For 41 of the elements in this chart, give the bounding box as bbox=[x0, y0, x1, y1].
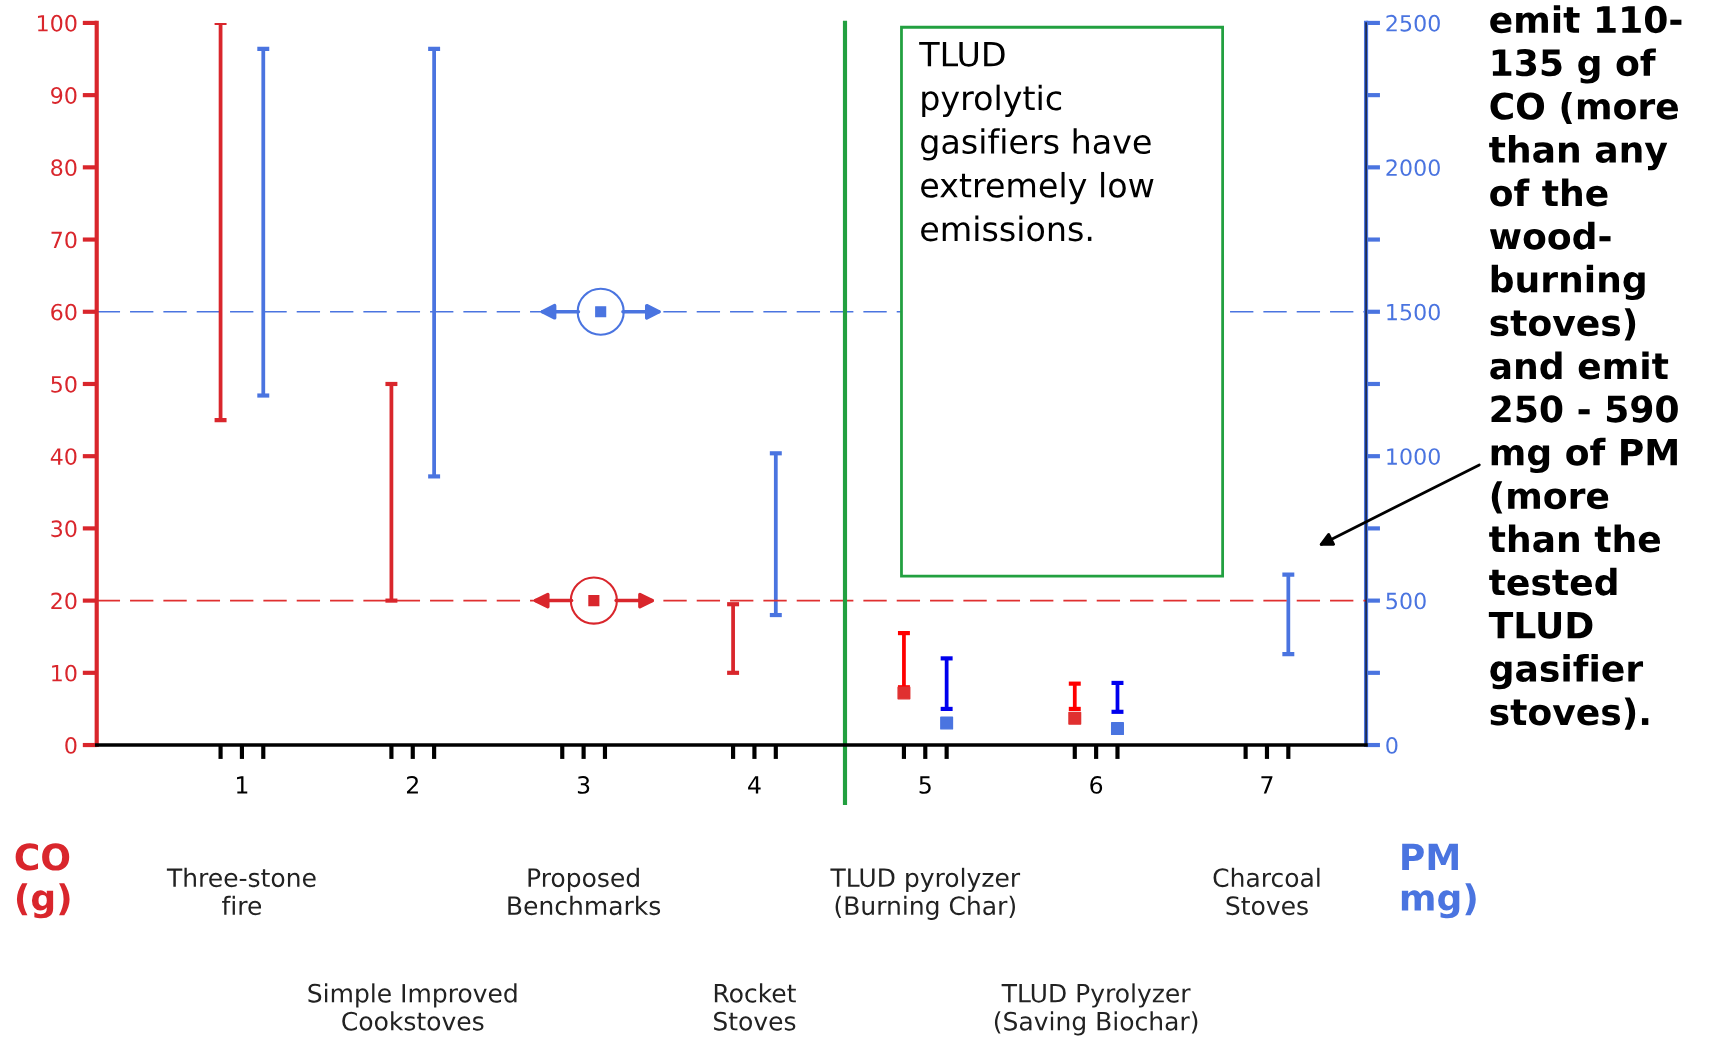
y2-tick-label: 2500 bbox=[1386, 14, 1440, 32]
y-tick-label: 20 bbox=[51, 592, 77, 610]
y-axis-title: CO (g) bbox=[15, 843, 70, 919]
y-tick-label: 70 bbox=[51, 231, 77, 249]
x-tick-label: 6 bbox=[1090, 776, 1103, 794]
y2-tick-label: 1000 bbox=[1387, 448, 1440, 465]
y-tick-label: 60 bbox=[51, 303, 77, 321]
point bbox=[1110, 722, 1124, 736]
y-tick-label: 80 bbox=[51, 159, 77, 177]
point bbox=[576, 287, 625, 336]
y-tick-label: 30 bbox=[51, 520, 77, 538]
text: Proposed Benchmarks bbox=[508, 867, 661, 916]
point bbox=[569, 576, 618, 625]
x-tick-label: 4 bbox=[748, 776, 761, 794]
text: TLUD pyrolyzer (Burning Char) bbox=[830, 867, 1021, 920]
x-tick-label: 7 bbox=[1261, 776, 1273, 794]
y2-axis-title: PM mg) bbox=[1401, 843, 1476, 919]
y-tick-label: 50 bbox=[51, 375, 77, 393]
y2-tick-label: 500 bbox=[1386, 592, 1426, 610]
y-tick-label: 100 bbox=[37, 14, 77, 32]
text: Rocket Stoves bbox=[714, 983, 796, 1031]
text: Simple Improved Cookstoves bbox=[308, 983, 517, 1031]
x-tick-label: 3 bbox=[577, 776, 590, 794]
y-tick-label: 0 bbox=[65, 736, 77, 754]
text: Charcoal Stoves bbox=[1213, 867, 1320, 916]
x-tick-label: 1 bbox=[237, 776, 248, 794]
annotation: TLUD pyrolytic gasifiers have extremely low emissions. bbox=[919, 42, 1154, 242]
x-tick-label: 2 bbox=[406, 776, 418, 794]
y-tick-label: 40 bbox=[50, 448, 77, 465]
text: TLUD Pyrolyzer (Saving Biochar) bbox=[994, 983, 1198, 1036]
y-tick-label: 10 bbox=[52, 664, 77, 682]
text: Three-stone fire bbox=[166, 867, 316, 916]
y-tick-label: 90 bbox=[51, 87, 77, 104]
point bbox=[897, 686, 911, 700]
point bbox=[940, 716, 954, 730]
y2-tick-label: 1500 bbox=[1387, 303, 1440, 321]
point bbox=[1068, 711, 1082, 725]
text: emit 110- 135 g of CO (more than any of the wood- burning stoves) and emit 250 - 590 mg of PM (more than the tested TLUD gasifier stoves). bbox=[1488, 5, 1682, 730]
y2-tick-label: 2000 bbox=[1386, 159, 1440, 177]
x-tick-label: 5 bbox=[919, 776, 931, 794]
y2-tick-label: 0 bbox=[1386, 736, 1398, 754]
